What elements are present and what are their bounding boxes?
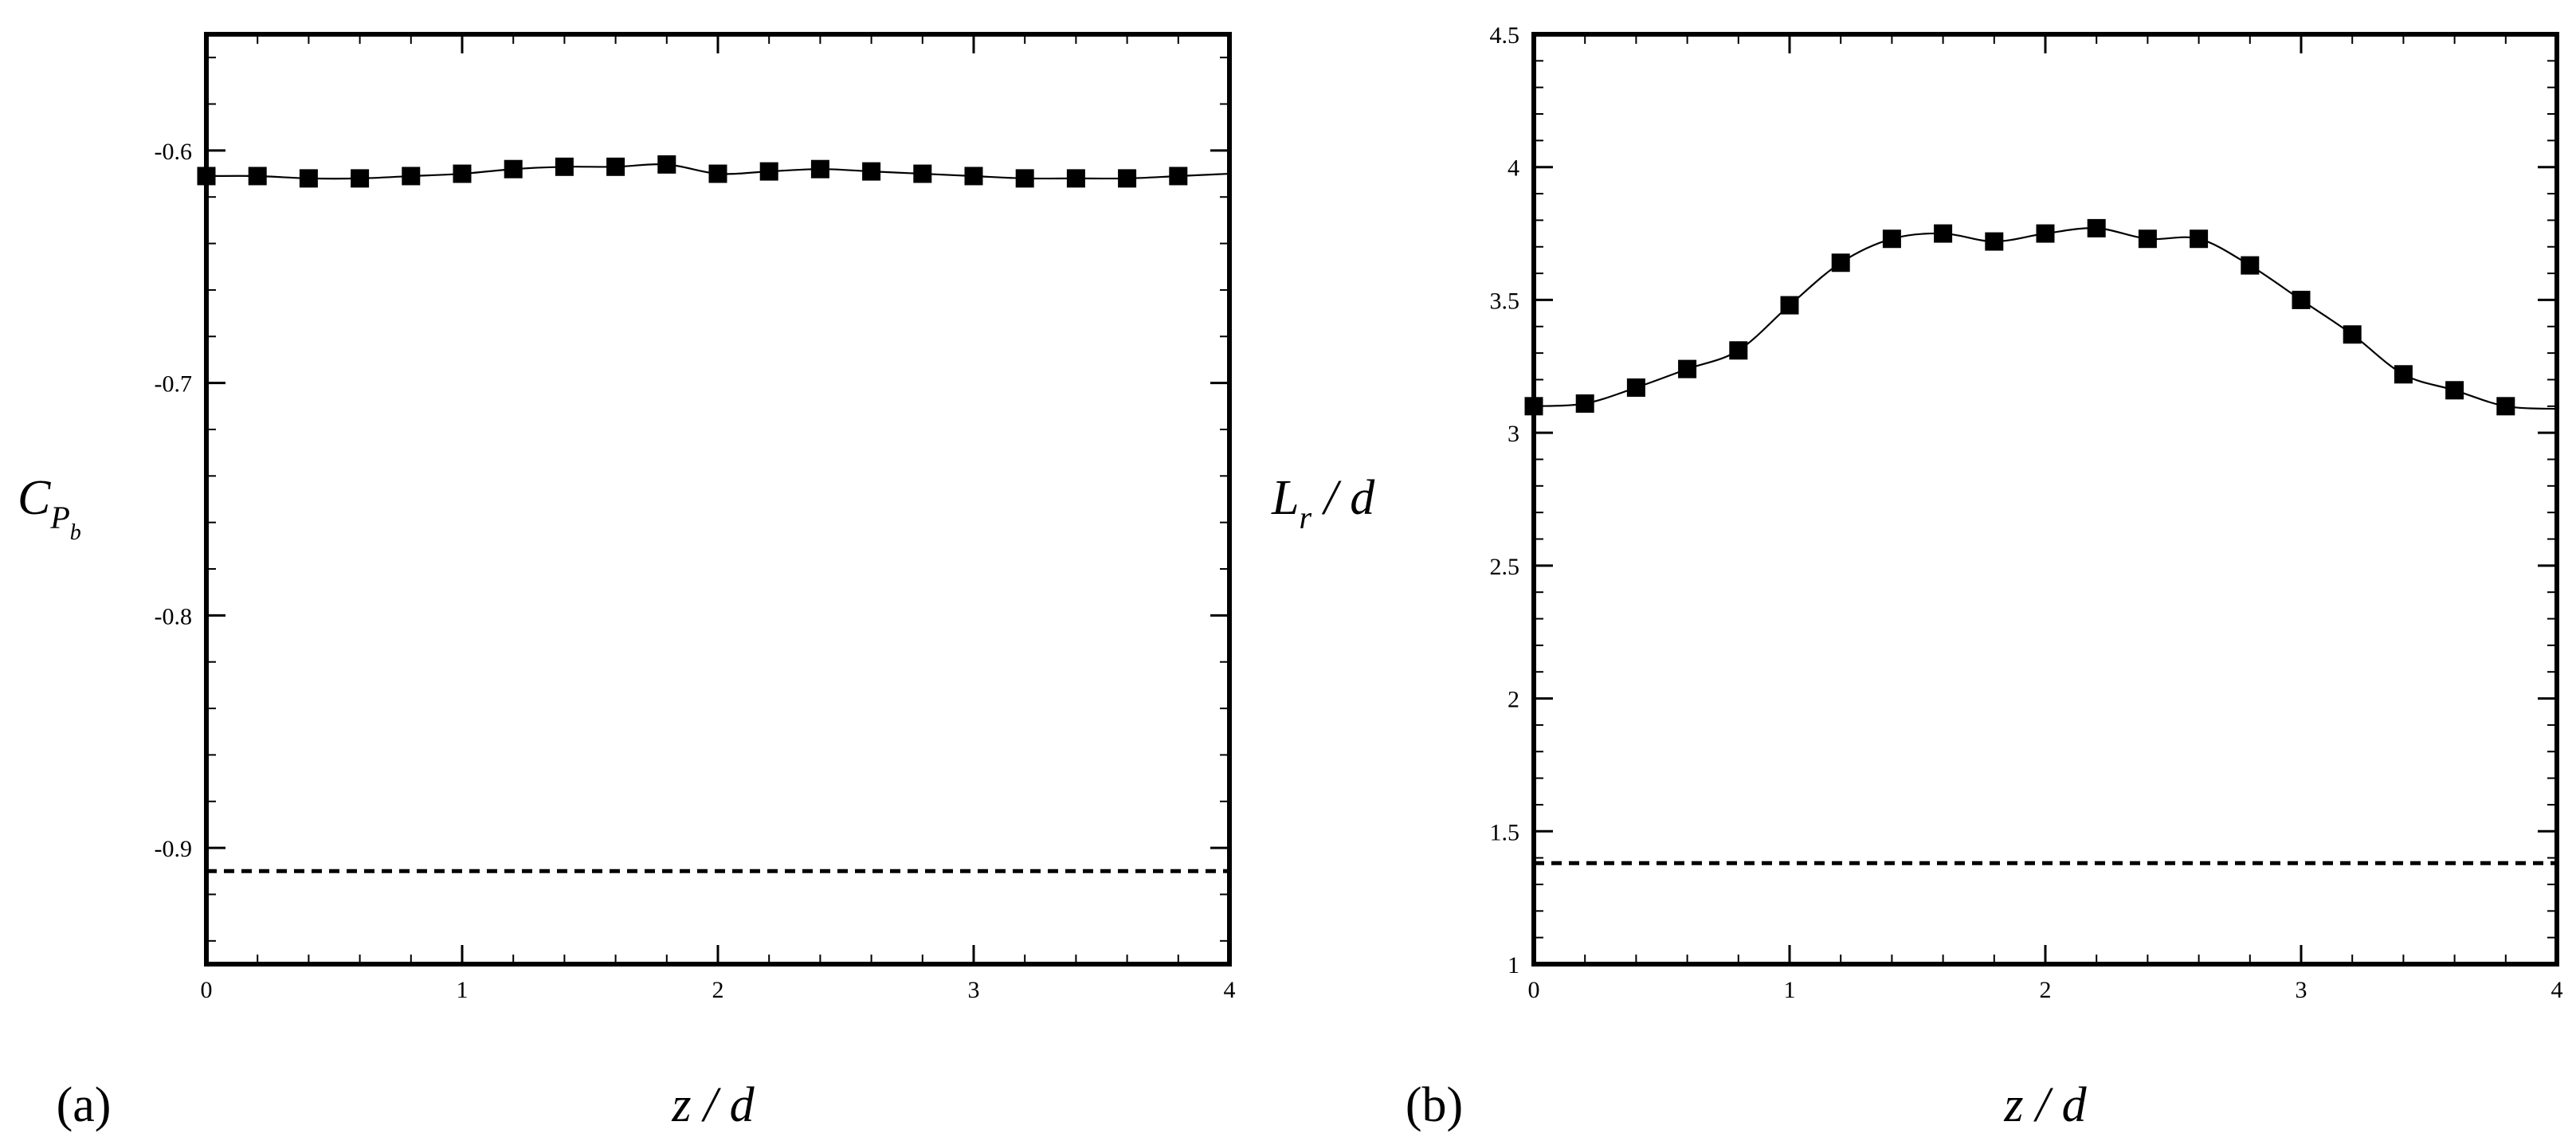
data-point-marker (1780, 296, 1799, 315)
x-axis-label: z / d (2003, 1078, 2087, 1132)
y-tick-label: 1.5 (1490, 819, 1520, 845)
y-axis-label-subscript: P (49, 500, 69, 535)
y-axis-label: CPb (18, 471, 81, 545)
data-point-marker (299, 169, 318, 188)
data-point-marker (1626, 378, 1645, 397)
data-point-marker (2445, 381, 2464, 400)
y-tick-label: -0.9 (155, 836, 193, 862)
data-point-marker (1934, 224, 1953, 243)
data-point-marker (1169, 167, 1188, 186)
y-tick-label: 4 (1508, 155, 1519, 182)
data-point-marker (2190, 229, 2209, 249)
x-tick-label: 0 (1528, 977, 1540, 1003)
x-tick-label: 0 (201, 977, 213, 1003)
x-tick-label: 4 (1224, 977, 1236, 1003)
data-point-marker (248, 167, 267, 186)
data-point-marker (2241, 256, 2260, 275)
y-tick-label: -0.6 (155, 139, 193, 165)
data-point-marker (913, 164, 932, 183)
y-tick-label: -0.7 (155, 371, 193, 398)
data-point-marker (504, 159, 523, 178)
plot-frame (204, 32, 1232, 967)
y-tick-label: -0.8 (155, 603, 193, 629)
data-point-marker (2292, 290, 2311, 309)
data-point-marker (2496, 397, 2515, 416)
data-point-marker (810, 159, 829, 178)
y-axis-label-main: L (1271, 471, 1299, 525)
data-point-marker (1118, 169, 1137, 188)
data-point-marker (2087, 218, 2106, 237)
data-point-marker (2343, 325, 2362, 344)
x-tick-label: 1 (457, 977, 469, 1003)
data-point-marker (453, 164, 472, 183)
y-axis-label-main: C (18, 471, 51, 525)
panel-a-chart: 0 1 2 3 4 -0.9 -0.8 -0.7 -0.6 CPb z / d (a) (18, 32, 1236, 1132)
data-point-marker (657, 155, 676, 174)
data-point-marker (964, 167, 983, 186)
data-point-marker (708, 164, 727, 183)
x-tick-label: 2 (2040, 977, 2052, 1003)
y-tick-label: 2.5 (1490, 554, 1520, 580)
y-axis-label-suffix: / d (1312, 471, 1375, 525)
data-point-marker (1015, 169, 1034, 188)
y-axis-label-subscript: r (1299, 500, 1312, 535)
x-axis-label: z / d (671, 1078, 755, 1132)
data-point-marker (2394, 365, 2413, 384)
data-point-marker (1066, 169, 1085, 188)
plot-frame (1531, 32, 2559, 967)
x-tick-label: 2 (712, 977, 724, 1003)
x-tick-label: 4 (2551, 977, 2563, 1003)
y-tick-label: 3.5 (1490, 288, 1520, 314)
data-point-marker (759, 162, 778, 181)
y-axis-label-subsubscript: b (70, 520, 81, 545)
data-point-marker (197, 167, 216, 186)
panel-b-chart: 0 1 2 3 411.522.533.544.5Lr / dz / d(b) (1271, 22, 2563, 1132)
x-tick-label: 3 (2296, 977, 2307, 1003)
data-point-marker (862, 162, 881, 181)
y-tick-label: 1 (1508, 952, 1519, 978)
data-point-marker (1985, 232, 2004, 251)
panel-label: (b) (1406, 1078, 1463, 1132)
data-point-marker (2138, 229, 2157, 249)
y-axis-label: Lr / d (1271, 471, 1375, 535)
panel-label: (a) (57, 1078, 112, 1132)
data-point-marker (555, 157, 574, 176)
data-point-marker (402, 167, 421, 186)
data-point-marker (1524, 397, 1543, 416)
y-tick-label: 2 (1508, 687, 1519, 713)
data-point-marker (1575, 394, 1594, 413)
data-point-marker (1882, 229, 1901, 249)
y-tick-label: 4.5 (1490, 22, 1520, 49)
x-tick-label: 3 (968, 977, 980, 1003)
data-point-marker (1729, 341, 1748, 360)
data-point-marker (351, 169, 370, 188)
data-point-marker (1831, 253, 1850, 273)
data-point-marker (606, 157, 625, 176)
data-point-marker (2036, 224, 2055, 243)
y-tick-label: 3 (1508, 421, 1519, 447)
x-tick-label: 1 (1784, 977, 1796, 1003)
data-point-marker (1678, 359, 1697, 378)
